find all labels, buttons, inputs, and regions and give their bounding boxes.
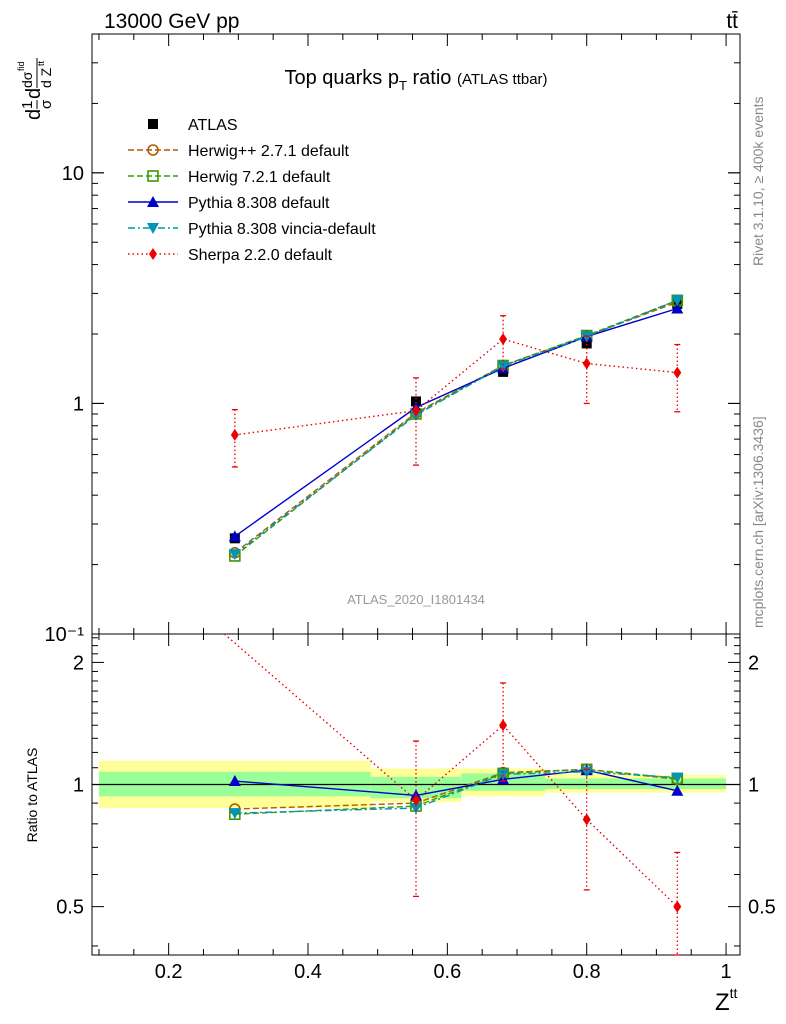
main-point	[230, 428, 239, 441]
main-point	[228, 549, 241, 561]
ratio-point	[671, 784, 684, 796]
legend-item-5: Sherpa 2.2.0 default	[128, 247, 333, 264]
legend-marker	[147, 196, 159, 207]
ratio-panel-series	[223, 633, 684, 956]
ratio-point	[410, 803, 422, 815]
svg-text:σ: σ	[38, 99, 55, 109]
legend-label: Herwig 7.2.1 default	[188, 169, 331, 186]
legend-item-4: Pythia 8.308 vincia-default	[128, 221, 376, 238]
legend-label: Pythia 8.308 default	[188, 195, 330, 212]
ratio-point	[228, 808, 241, 820]
main-series-2	[229, 294, 684, 562]
main-point	[673, 366, 682, 379]
ratio-y-tick-label: 0.5	[56, 897, 84, 919]
legend-marker	[147, 223, 159, 234]
svg-text:1: 1	[19, 101, 36, 109]
main-series-line	[234, 299, 678, 557]
legend-marker	[147, 170, 159, 182]
main-point	[671, 302, 684, 314]
ratio-point	[497, 769, 510, 781]
main-series-4	[228, 295, 684, 561]
mcplots-note: mcplots.cern.ch [arXiv:1306.3436]	[750, 416, 766, 628]
legend-marker	[147, 144, 159, 156]
ratio-point	[228, 775, 241, 787]
ratio-panel-axes: 0.5 0.5 1 1 2 2 0.2 0.4 0.6 0.8 1	[56, 633, 776, 983]
ratio-point	[673, 900, 682, 913]
ratio-y-tick-label-right: 1	[748, 775, 759, 797]
legend-marker	[148, 119, 158, 129]
legend-marker	[149, 248, 157, 260]
main-y-tick-label: 10⁻¹	[45, 624, 85, 646]
legend-label: Pythia 8.308 vincia-default	[188, 221, 376, 238]
svg-text:d Z: d Z	[38, 67, 54, 88]
main-series-line	[234, 301, 678, 554]
analysis-tag: ATLAS_2020_I1801434	[347, 592, 485, 607]
main-series-5	[230, 315, 682, 468]
svg-text:tt: tt	[36, 60, 46, 66]
band-inner-3	[544, 778, 629, 789]
main-point	[581, 338, 592, 349]
main-panel-series	[228, 294, 684, 562]
band-inner-1	[370, 776, 462, 799]
legend-item-1: Herwig++ 2.7.1 default	[128, 143, 350, 160]
x-tick-label: 0.2	[155, 961, 183, 983]
svg-text:fid: fid	[16, 61, 26, 71]
main-point	[582, 357, 591, 370]
ratio-y-tick-label-right: 0.5	[748, 897, 776, 919]
x-axis-label: Ztt	[715, 985, 738, 1016]
main-y-tick-label: 10	[62, 163, 84, 185]
x-tick-label: 0.4	[294, 961, 322, 983]
ratio-series-4	[223, 633, 682, 956]
legend-item-0: ATLAS	[148, 117, 238, 134]
ratio-frame	[91, 633, 741, 956]
main-point	[671, 295, 684, 307]
x-tick-label: 0.6	[433, 961, 461, 983]
main-series-1	[229, 296, 684, 559]
rivet-note: Rivet 3.1.10, ≥ 400k events	[750, 96, 766, 266]
ratio-point	[671, 772, 684, 784]
main-y-tick-label: 1	[73, 393, 84, 415]
svg-text:d: d	[23, 88, 45, 99]
legend-item-3: Pythia 8.308 default	[128, 195, 330, 212]
x-tick-label: 0.8	[573, 961, 601, 983]
process-label: tt̄	[726, 10, 738, 33]
ratio-y-tick-label: 1	[73, 775, 84, 797]
svg-text:d: d	[23, 109, 45, 120]
ratio-series-line	[223, 633, 678, 908]
x-tick-label: 1	[721, 961, 732, 983]
legend-label: Sherpa 2.2.0 default	[188, 247, 333, 264]
energy-label: 13000 GeV pp	[104, 10, 239, 33]
main-point	[499, 333, 508, 346]
main-point	[411, 396, 421, 407]
legend: ATLAS Herwig++ 2.7.1 default Herwig 7.2.1 …	[128, 117, 376, 264]
main-point	[228, 530, 241, 542]
ratio-point	[412, 794, 420, 807]
legend-label: Herwig++ 2.7.1 default	[188, 143, 350, 160]
ratio-y-tick-label: 2	[73, 652, 84, 674]
main-series-line	[234, 299, 678, 555]
legend-label: ATLAS	[188, 117, 238, 134]
main-point	[497, 361, 510, 373]
chart-title: Top quarks pT ratio (ATLAS ttbar)	[284, 67, 547, 93]
main-point	[412, 404, 420, 417]
y-axis-label-main: d 1 σ d dσ fid d Z tt	[16, 58, 55, 120]
ratio-y-tick-label-right: 2	[748, 652, 759, 674]
y-axis-label-ratio: Ratio to ATLAS	[24, 748, 40, 843]
main-series-line	[234, 338, 678, 436]
svg-text:dσ: dσ	[19, 71, 35, 88]
ratio-point	[499, 719, 508, 732]
ratio-point	[582, 813, 591, 826]
legend-item-2: Herwig 7.2.1 default	[128, 169, 331, 186]
